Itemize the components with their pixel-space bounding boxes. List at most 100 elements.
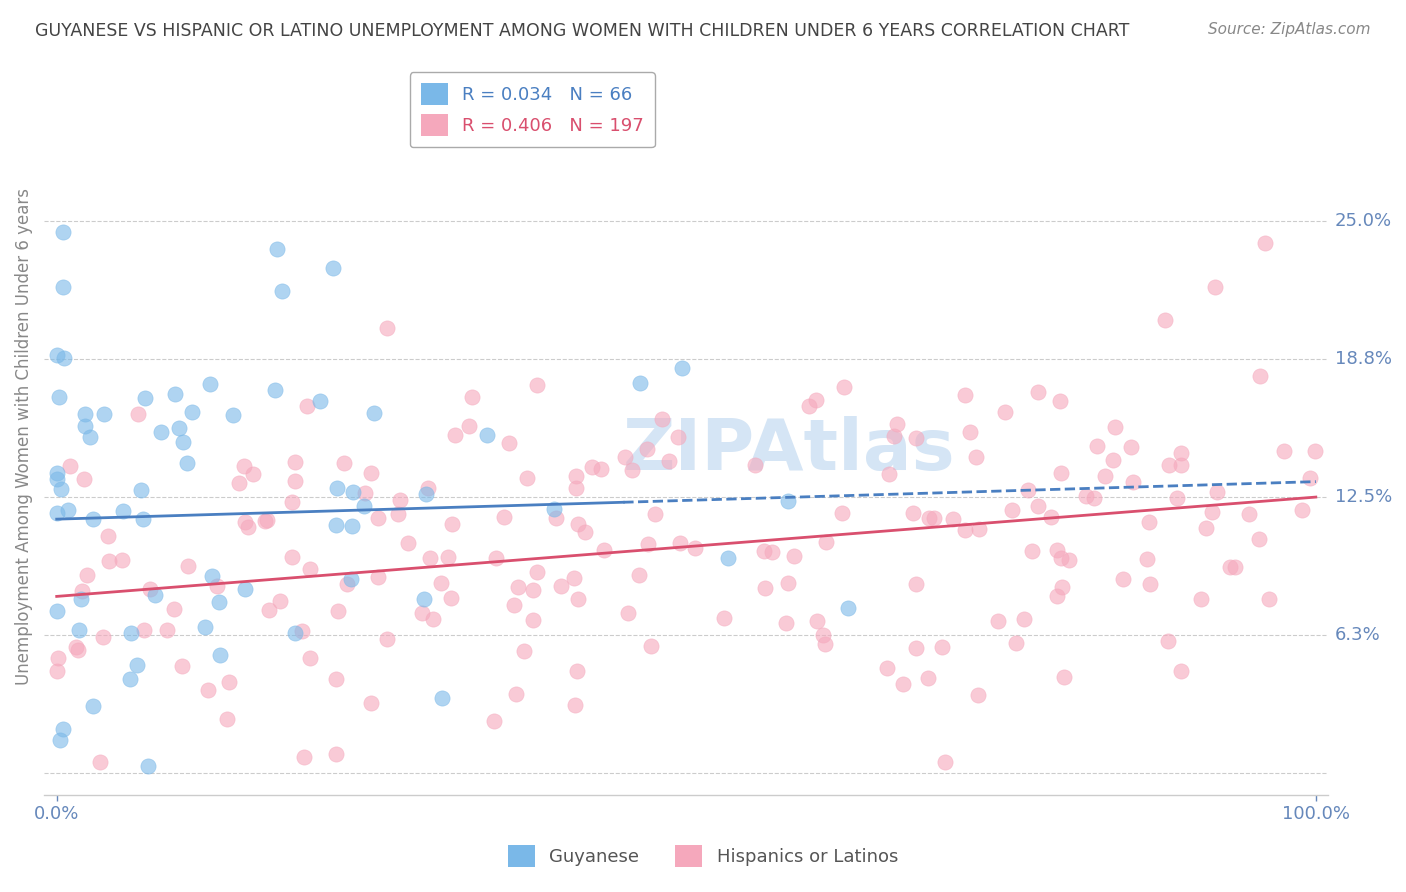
Point — [477, 428, 499, 442]
Point — [70, 591, 93, 606]
Point — [432, 690, 454, 705]
Point — [1166, 491, 1188, 505]
Point — [565, 481, 588, 495]
Point — [253, 514, 276, 528]
Point — [336, 577, 359, 591]
Point — [167, 420, 190, 434]
Point — [143, 589, 166, 603]
Point — [1139, 515, 1161, 529]
Point — [333, 456, 356, 470]
Point — [328, 604, 350, 618]
Point — [877, 467, 900, 482]
Point — [291, 624, 314, 638]
Point — [644, 507, 666, 521]
Point — [831, 506, 853, 520]
Point — [1052, 671, 1074, 685]
Point — [959, 425, 981, 440]
Point — [208, 595, 231, 609]
Point — [45, 348, 67, 362]
Point — [163, 602, 186, 616]
Point — [172, 434, 194, 449]
Point — [1170, 665, 1192, 679]
Point — [1201, 505, 1223, 519]
Point — [299, 650, 322, 665]
Point — [309, 393, 332, 408]
Point — [82, 699, 104, 714]
Point — [271, 284, 294, 298]
Point — [617, 606, 640, 620]
Point — [636, 442, 658, 456]
Point — [797, 399, 820, 413]
Point — [1136, 551, 1159, 566]
Point — [325, 517, 347, 532]
Point — [713, 611, 735, 625]
Point — [93, 630, 115, 644]
Point — [1219, 560, 1241, 574]
Point — [811, 627, 834, 641]
Point — [1153, 313, 1175, 327]
Point — [48, 390, 70, 404]
Point — [628, 376, 651, 390]
Point — [215, 712, 238, 726]
Point — [197, 682, 219, 697]
Point — [52, 722, 75, 736]
Point — [284, 455, 307, 469]
Point — [966, 688, 988, 702]
Point — [181, 405, 204, 419]
Point — [931, 640, 953, 654]
Point — [814, 637, 837, 651]
Point — [163, 387, 186, 401]
Point — [228, 475, 250, 490]
Point — [1170, 458, 1192, 473]
Point — [1170, 446, 1192, 460]
Point — [218, 675, 240, 690]
Text: 18.8%: 18.8% — [1334, 351, 1392, 368]
Point — [1083, 491, 1105, 505]
Point — [97, 554, 120, 568]
Point — [1195, 521, 1218, 535]
Text: GUYANESE VS HISPANIC OR LATINO UNEMPLOYMENT AMONG WOMEN WITH CHILDREN UNDER 6 YE: GUYANESE VS HISPANIC OR LATINO UNEMPLOYM… — [35, 22, 1129, 40]
Point — [1021, 543, 1043, 558]
Point — [79, 430, 101, 444]
Legend: Guyanese, Hispanics or Latinos: Guyanese, Hispanics or Latinos — [501, 838, 905, 874]
Point — [121, 626, 143, 640]
Point — [177, 558, 200, 573]
Point — [1189, 592, 1212, 607]
Point — [82, 512, 104, 526]
Text: 25.0%: 25.0% — [1334, 212, 1392, 230]
Point — [233, 515, 256, 529]
Point — [387, 507, 409, 521]
Point — [284, 626, 307, 640]
Point — [1112, 572, 1135, 586]
Point — [485, 551, 508, 566]
Point — [782, 549, 804, 563]
Point — [776, 494, 799, 508]
Point — [112, 504, 135, 518]
Point — [353, 500, 375, 514]
Point — [876, 661, 898, 675]
Y-axis label: Unemployment Among Women with Children Under 6 years: Unemployment Among Women with Children U… — [15, 188, 32, 685]
Point — [269, 594, 291, 608]
Point — [513, 644, 536, 658]
Point — [498, 436, 520, 450]
Point — [886, 417, 908, 431]
Point — [778, 576, 800, 591]
Point — [564, 698, 586, 712]
Point — [574, 525, 596, 540]
Point — [526, 378, 548, 392]
Point — [76, 567, 98, 582]
Point — [1205, 485, 1227, 500]
Point — [761, 545, 783, 559]
Point — [339, 572, 361, 586]
Legend: R = 0.034   N = 66, R = 0.406   N = 197: R = 0.034 N = 66, R = 0.406 N = 197 — [409, 72, 655, 147]
Point — [806, 614, 828, 628]
Point — [259, 603, 281, 617]
Point — [1157, 633, 1180, 648]
Point — [1102, 453, 1125, 467]
Point — [430, 576, 453, 591]
Point — [1049, 393, 1071, 408]
Point — [155, 624, 177, 638]
Point — [502, 598, 524, 612]
Point — [299, 562, 322, 576]
Point — [903, 507, 925, 521]
